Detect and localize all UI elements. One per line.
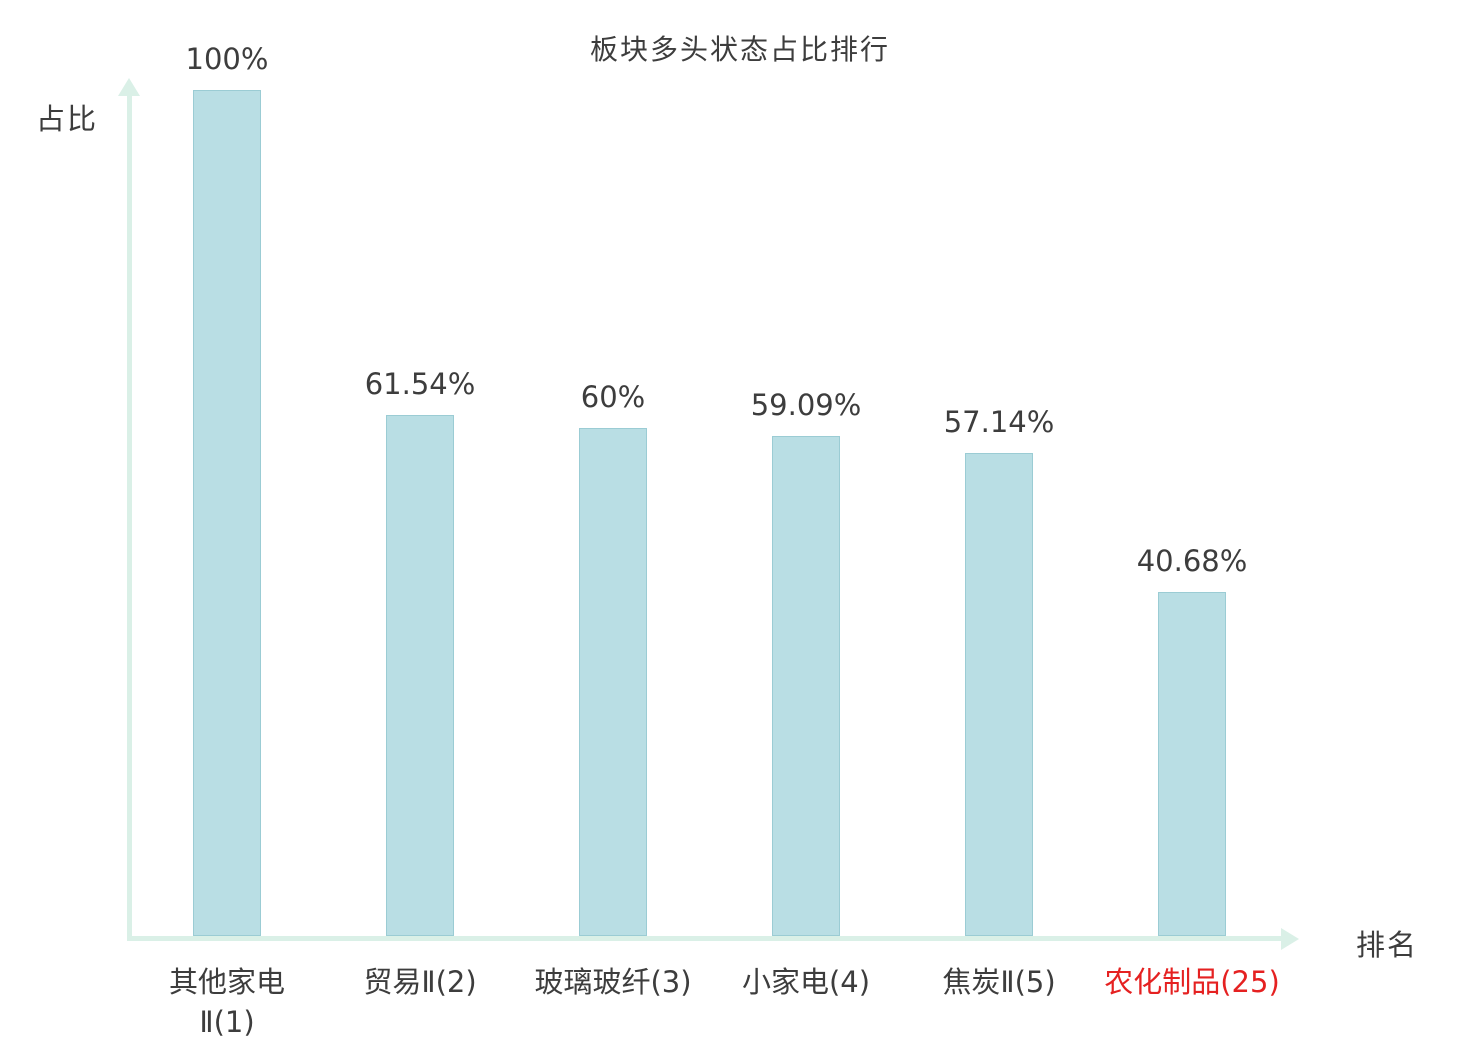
category-label-line: 玻璃玻纤(3) [534,965,692,999]
category-label-line: 焦炭Ⅱ(5) [942,965,1056,999]
bar [386,415,454,936]
bar-value-label: 57.14% [943,405,1055,439]
bar-category-label: 玻璃玻纤(3) [463,962,763,1002]
bar [965,453,1033,936]
category-label-line: 其他家电 [168,965,285,999]
bar-value-label: 100% [185,42,269,76]
bar [579,428,647,936]
x-axis-line [127,936,1283,941]
x-axis-arrowhead-icon [1281,927,1299,950]
bar-category-label: 农化制品(25) [1042,962,1342,1002]
x-axis-label: 排名 [1356,928,1419,962]
bar-category-label: 贸易Ⅱ(2) [270,962,570,1002]
category-label-line: 农化制品(25) [1104,965,1280,999]
category-label-line: 小家电(4) [741,965,871,999]
category-label-line: 贸易Ⅱ(2) [363,965,477,999]
bar-value-label: 40.68% [1136,544,1248,578]
bar-value-label: 61.54% [364,367,476,401]
bar-category-label: 其他家电 Ⅱ(1) [77,962,377,1040]
y-axis-arrowhead-icon [118,78,140,96]
bar [772,436,840,936]
bar-value-label: 60% [580,380,646,414]
bar [193,90,261,936]
bar-category-label: 小家电(4) [656,962,956,1002]
chart-title: 板块多头状态占比排行 [589,33,890,66]
y-axis-line [127,94,132,938]
bar-category-label: 焦炭Ⅱ(5) [849,962,1149,1002]
bar-value-label: 59.09% [750,388,862,422]
bar [1158,592,1226,936]
y-axis-label: 占比 [36,102,99,136]
category-label-line: Ⅱ(1) [199,1005,255,1040]
